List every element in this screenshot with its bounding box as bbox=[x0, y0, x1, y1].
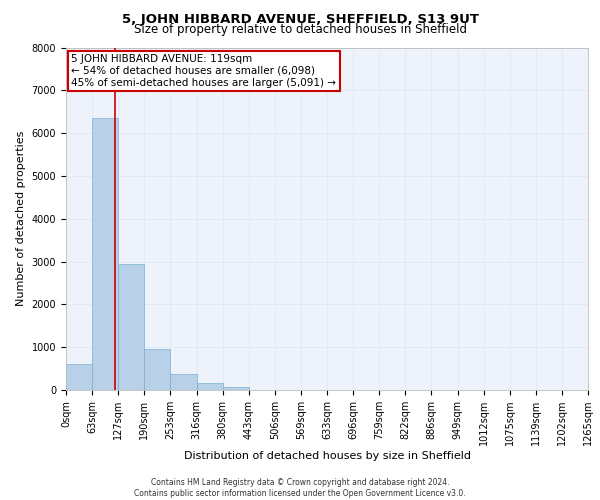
Bar bbox=[145, 349, 170, 390]
Bar bbox=[118, 264, 145, 390]
Text: 5 JOHN HIBBARD AVENUE: 119sqm
← 54% of detached houses are smaller (6,098)
45% o: 5 JOHN HIBBARD AVENUE: 119sqm ← 54% of d… bbox=[71, 54, 336, 88]
Y-axis label: Number of detached properties: Number of detached properties bbox=[16, 131, 26, 306]
Text: Contains HM Land Registry data © Crown copyright and database right 2024.
Contai: Contains HM Land Registry data © Crown c… bbox=[134, 478, 466, 498]
Text: 5, JOHN HIBBARD AVENUE, SHEFFIELD, S13 9UT: 5, JOHN HIBBARD AVENUE, SHEFFIELD, S13 9… bbox=[121, 12, 479, 26]
Bar bbox=[66, 364, 92, 390]
Bar bbox=[92, 118, 118, 390]
Bar bbox=[197, 384, 223, 390]
Bar bbox=[223, 386, 249, 390]
Text: Size of property relative to detached houses in Sheffield: Size of property relative to detached ho… bbox=[133, 22, 467, 36]
Bar bbox=[170, 374, 197, 390]
X-axis label: Distribution of detached houses by size in Sheffield: Distribution of detached houses by size … bbox=[184, 451, 470, 461]
